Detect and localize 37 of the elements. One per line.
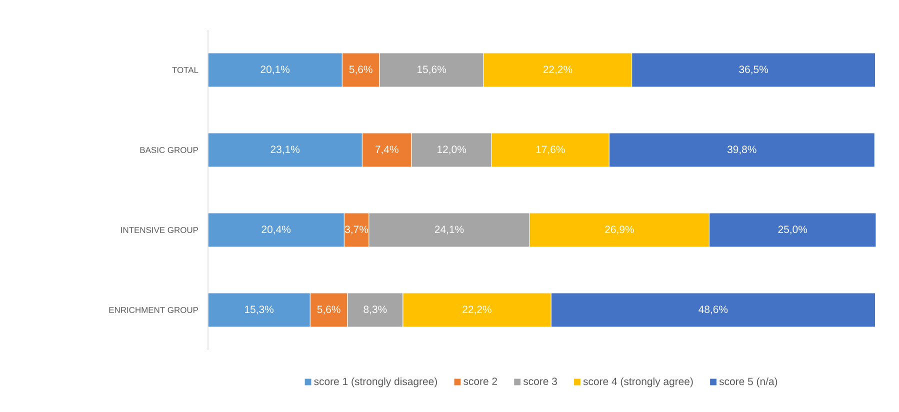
bar — [550, 292, 876, 328]
y-tick-label: INTENSIVE GROUP — [121, 227, 198, 233]
data-label: 12,0% — [438, 146, 466, 154]
data-label: 7,4% — [375, 146, 398, 154]
bar — [208, 52, 342, 88]
data-label: 20,4% — [262, 226, 291, 234]
data-label: 15,3% — [245, 306, 274, 314]
bar — [208, 292, 310, 328]
y-tick-label: TOTAL — [172, 67, 198, 73]
legend-label: score 5 (n/a) — [719, 377, 778, 388]
y-tick-label: BASIC GROUP — [140, 147, 198, 153]
data-label: 20,1% — [260, 66, 290, 74]
data-label: 24,1% — [434, 226, 464, 234]
data-label: 39,8% — [727, 146, 756, 154]
data-label: 8,3% — [364, 306, 387, 314]
bar — [208, 132, 362, 168]
data-label: 22,2% — [462, 306, 492, 314]
legend-label: score 1 (strongly disagree) — [314, 377, 437, 388]
data-label: 26,9% — [605, 226, 634, 234]
data-label: 36,5% — [739, 66, 768, 74]
legend-label: score 2 — [464, 378, 497, 386]
data-label: 22,2% — [543, 66, 572, 74]
data-label: 23,1% — [270, 146, 300, 154]
y-tick-label: ENRICHMENT GROUP — [109, 307, 198, 313]
bar — [608, 132, 875, 168]
data-label: 48,6% — [698, 306, 728, 314]
legend-label: score 4 (strongly agree) — [583, 377, 693, 388]
bar — [631, 52, 876, 88]
data-label: 17,6% — [536, 146, 565, 154]
bar — [708, 212, 876, 248]
data-label: 5,6% — [349, 66, 372, 74]
legend-label: score 3 — [523, 378, 557, 386]
data-label: 15,6% — [418, 66, 446, 74]
data-label: 3,7% — [344, 226, 368, 234]
data-label: 5,6% — [317, 306, 340, 314]
data-label: 25,0% — [778, 226, 808, 234]
bar — [208, 212, 344, 248]
